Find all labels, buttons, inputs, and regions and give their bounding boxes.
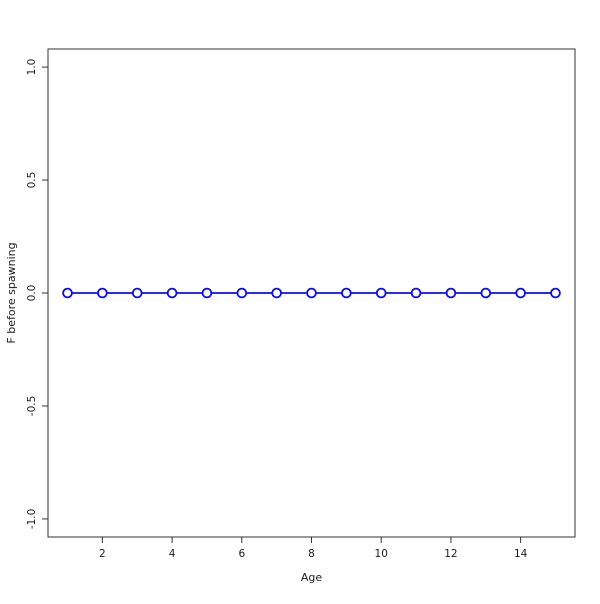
x-tick-label: 8 bbox=[308, 548, 315, 560]
data-point bbox=[62, 287, 73, 299]
data-point bbox=[271, 287, 282, 299]
y-tick-label: -0.5 bbox=[26, 396, 38, 417]
data-point bbox=[480, 287, 492, 299]
data-point bbox=[166, 287, 178, 299]
x-tick-label: 14 bbox=[514, 548, 528, 560]
x-axis-label: Age bbox=[301, 571, 323, 584]
data-point bbox=[341, 287, 352, 299]
data-point bbox=[236, 287, 248, 299]
x-tick-label: 4 bbox=[169, 548, 176, 560]
data-point bbox=[97, 287, 108, 299]
x-tick-label: 2 bbox=[99, 548, 106, 560]
y-tick-label: 1.0 bbox=[26, 59, 38, 76]
x-tick-label: 10 bbox=[375, 548, 388, 560]
x-tick-label: 6 bbox=[238, 548, 245, 560]
data-point bbox=[550, 287, 561, 299]
y-tick-label: 0.0 bbox=[26, 285, 38, 302]
data-point bbox=[201, 287, 213, 299]
data-point bbox=[410, 287, 422, 299]
data-point bbox=[306, 287, 317, 299]
data-point bbox=[515, 287, 526, 299]
data-point bbox=[131, 287, 143, 299]
y-tick-label: -1.0 bbox=[26, 509, 38, 530]
data-point bbox=[375, 287, 387, 299]
y-axis-label: F before spawning bbox=[5, 242, 18, 343]
y-tick-label: 0.5 bbox=[26, 172, 38, 189]
data-point bbox=[445, 287, 457, 299]
x-tick-label: 12 bbox=[444, 548, 457, 560]
